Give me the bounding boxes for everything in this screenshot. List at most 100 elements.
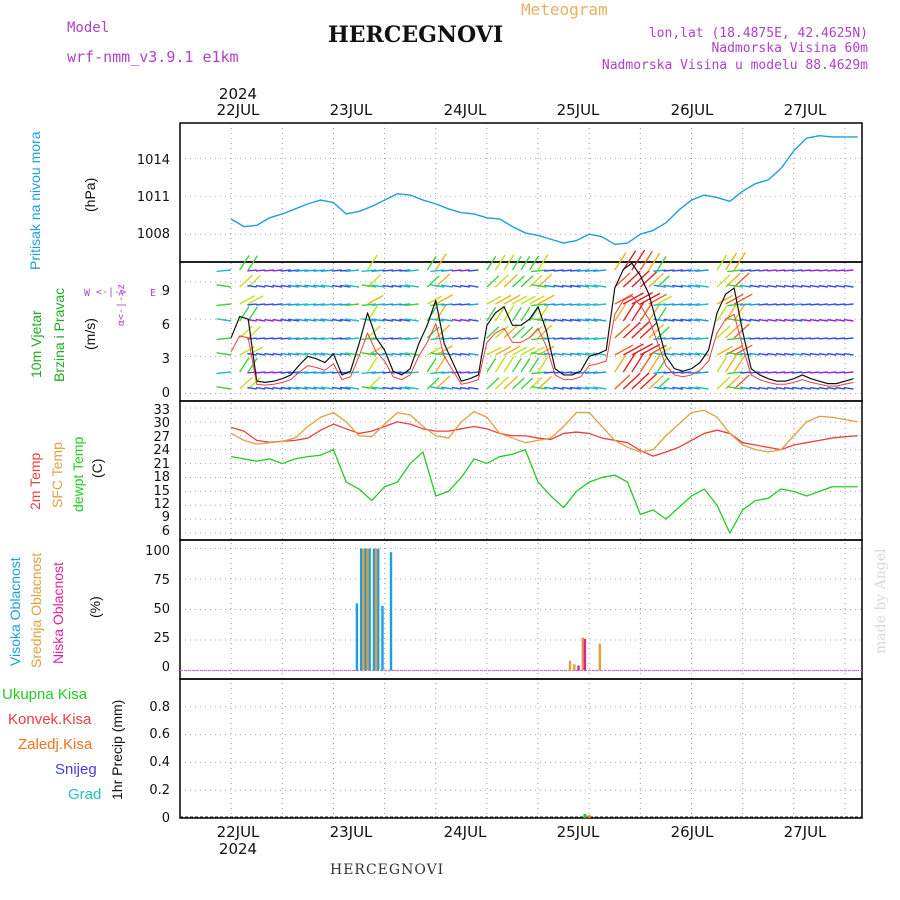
wind-arrow — [749, 371, 760, 374]
wind-arrow — [451, 371, 462, 374]
wind-arrow — [783, 269, 794, 272]
wind-arrow — [561, 284, 573, 288]
wind-arrow — [404, 303, 419, 307]
wind-arrow — [695, 318, 709, 322]
wind-arrow — [648, 272, 664, 288]
wind-arrow — [680, 352, 692, 356]
wind-arrow — [247, 376, 262, 390]
wind-arrow — [801, 303, 811, 306]
wind-arrow — [809, 303, 820, 306]
wind-arrow — [247, 295, 264, 305]
wind-arrow — [749, 352, 760, 356]
wind-arrow — [592, 371, 607, 375]
wind-arrow — [775, 386, 786, 390]
wind-arrow — [593, 352, 607, 356]
wind-arrow — [584, 318, 598, 322]
wind-arrow — [404, 284, 419, 288]
wind-arrow — [537, 324, 553, 339]
wind-arrow — [749, 318, 760, 322]
wind-arrow — [451, 318, 462, 322]
wind-arrow — [537, 375, 553, 390]
wind-arrow — [264, 269, 274, 272]
wind-arrow — [280, 284, 291, 288]
model-label: Model — [67, 20, 110, 36]
wind-arrow — [239, 295, 256, 305]
wind-arrow — [313, 284, 326, 288]
r-tick-0.6: 0.6 — [149, 727, 170, 742]
wind-arrow — [371, 337, 385, 341]
wind-arrow — [576, 371, 590, 374]
wind-arrow — [801, 337, 811, 340]
wind-arrow — [512, 346, 528, 356]
wind-arrow — [426, 357, 437, 373]
wind-arrow — [640, 343, 661, 356]
wind-arrow — [320, 337, 334, 340]
wind-arrow — [239, 306, 250, 322]
wind-arrow — [399, 386, 411, 390]
wind-arrow — [287, 386, 300, 390]
wind-arrow — [725, 354, 737, 373]
wind-arrow — [775, 371, 786, 374]
wind-arrow — [758, 318, 769, 322]
wind-arrow — [758, 386, 769, 390]
wind-arrow — [631, 351, 646, 373]
wind-arrow — [727, 351, 743, 356]
wind-arrow — [216, 303, 232, 307]
wind-arrow — [404, 386, 419, 390]
wind-arrow — [656, 377, 670, 390]
wind-arrow — [216, 337, 232, 341]
wind-arrow — [280, 386, 291, 390]
wind-arrow — [688, 303, 701, 306]
wind-arrow — [531, 283, 547, 288]
wind-arrow — [331, 386, 343, 390]
wind-arrow — [592, 269, 607, 273]
wind-arrow — [430, 318, 445, 322]
wind-arrow — [468, 303, 479, 306]
wind-arrow — [426, 295, 442, 305]
wind-arrow — [553, 269, 564, 272]
wind-arrow — [733, 303, 746, 322]
wind-arrow — [561, 303, 573, 306]
wind-arrow — [680, 337, 692, 340]
wind-arrow — [399, 318, 411, 322]
wind-arrow — [688, 386, 701, 390]
wind-arrow — [740, 318, 752, 322]
wind-arrow — [451, 352, 462, 356]
wind-arrow — [451, 303, 462, 306]
wind-arrow — [672, 318, 684, 322]
wind-arrow — [695, 352, 709, 356]
day-grid — [180, 123, 862, 818]
wind-arrow — [320, 386, 334, 390]
wind-arrow — [512, 295, 528, 305]
wind-arrow — [593, 284, 607, 288]
wind-arrow — [247, 352, 257, 356]
wind-arrow — [520, 275, 534, 288]
wind-arrow — [622, 321, 641, 339]
wind-arrow — [775, 318, 786, 322]
wind-arrow — [460, 386, 470, 390]
precip-legend-conv: Konvek.Kisa — [8, 711, 92, 728]
wind-arrow — [339, 337, 351, 340]
wind-arrow — [639, 373, 658, 390]
wind-arrow — [345, 337, 360, 341]
wind-arrow — [593, 318, 607, 322]
footer-title: HERCEGNOVI — [330, 862, 445, 878]
wind-arrow — [835, 337, 846, 340]
wind-arrow — [345, 303, 360, 307]
compass-arrows: <-|-> — [96, 287, 127, 298]
wind-arrow — [287, 318, 300, 322]
wind-arrow — [792, 284, 803, 288]
wind-arrow — [468, 318, 479, 322]
wind-arrow — [656, 255, 667, 271]
wind-arrow — [460, 318, 470, 322]
date-top-23: 23JUL — [330, 101, 373, 119]
wind-arrow — [382, 303, 394, 306]
location-lonlat: lon,lat (18.4875E, 42.4625N) — [648, 26, 868, 41]
wind-arrow — [749, 284, 760, 288]
wind-arrow — [382, 269, 394, 272]
date-bottom-22: 22JUL — [217, 823, 260, 841]
wind-arrow — [809, 386, 820, 390]
wind-arrow — [426, 346, 442, 356]
t-tick-15: 15 — [153, 484, 170, 499]
wind-arrow — [295, 386, 308, 390]
